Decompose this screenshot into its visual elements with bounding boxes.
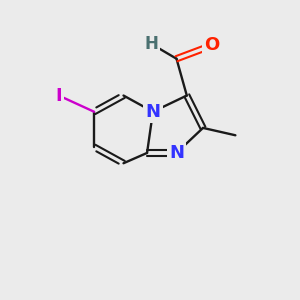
Text: I: I	[56, 86, 62, 104]
Text: N: N	[146, 103, 160, 121]
Text: N: N	[169, 144, 184, 162]
Text: O: O	[204, 37, 220, 55]
Text: H: H	[145, 35, 158, 53]
